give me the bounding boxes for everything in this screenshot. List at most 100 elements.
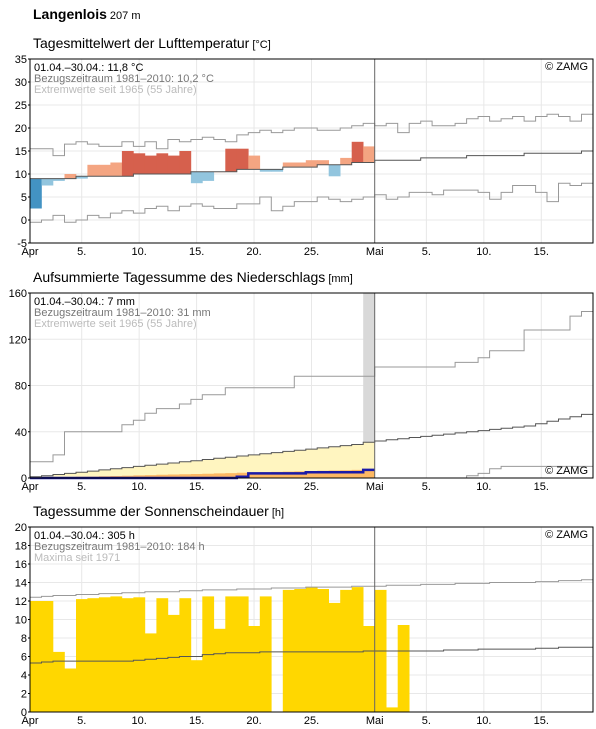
sunshine-bar bbox=[294, 589, 307, 712]
x-day-label: 15. bbox=[189, 246, 204, 258]
x-day-label: 20. bbox=[246, 715, 261, 727]
sunshine-bar bbox=[317, 589, 329, 712]
y-tick-label: 6 bbox=[21, 652, 27, 664]
normal-line bbox=[30, 646, 593, 664]
y-tick-label: 0 bbox=[21, 707, 27, 719]
sunshine-bar bbox=[351, 587, 364, 712]
temperature-bar bbox=[236, 148, 249, 170]
copyright: © ZAMG bbox=[545, 529, 588, 541]
temperature-bar bbox=[98, 164, 111, 177]
max-extreme-line bbox=[30, 579, 593, 598]
sunshine-panel-title: Tagessumme der Sonnenscheindauer [h] bbox=[33, 503, 284, 519]
x-day-label: 15. bbox=[534, 715, 549, 727]
temperature-bar bbox=[41, 178, 54, 186]
y-tick-label: 10 bbox=[15, 169, 27, 181]
x-day-label: 10. bbox=[476, 715, 491, 727]
sunshine-bar bbox=[397, 625, 410, 712]
x-day-label: 25. bbox=[304, 246, 319, 258]
temperature-bar bbox=[340, 157, 352, 165]
current-day-bar bbox=[363, 293, 375, 478]
temperature-bar bbox=[64, 174, 77, 179]
sunshine-bar bbox=[144, 633, 157, 712]
temperature-bar bbox=[282, 162, 295, 168]
temperature-bar bbox=[144, 155, 157, 174]
y-tick-label: 160 bbox=[9, 288, 27, 300]
info-text: 01.04.–30.04.: 7 mm bbox=[34, 296, 135, 308]
sunshine-bar bbox=[121, 598, 134, 712]
y-tick-label: 35 bbox=[15, 54, 27, 66]
x-day-label: 15. bbox=[534, 481, 549, 493]
sunshine-bar bbox=[190, 660, 203, 712]
sunshine-bar bbox=[248, 626, 261, 712]
sunshine-bar bbox=[179, 598, 192, 712]
y-tick-label: 4 bbox=[21, 670, 27, 682]
x-day-label: 10. bbox=[132, 246, 147, 258]
x-month-label: Apr bbox=[21, 246, 38, 258]
x-day-label: 15. bbox=[534, 246, 549, 258]
y-tick-label: 10 bbox=[15, 615, 27, 627]
y-tick-label: 25 bbox=[15, 100, 27, 112]
sunshine-bar bbox=[156, 598, 169, 712]
x-month-label: Mai bbox=[366, 481, 384, 493]
temperature-bar bbox=[87, 164, 100, 177]
sunshine-unit: [h] bbox=[271, 507, 285, 519]
max-extreme-line bbox=[30, 311, 593, 463]
copyright: © ZAMG bbox=[545, 61, 588, 73]
x-day-label: 5. bbox=[77, 481, 86, 493]
x-day-label: 5. bbox=[422, 481, 431, 493]
temperature-bar bbox=[271, 169, 284, 172]
info-text: 01.04.–30.04.: 11,8 °C bbox=[34, 62, 143, 74]
station-elevation: 207 m bbox=[109, 10, 141, 22]
precipitation-panel-title: Aufsummierte Tagessumme des Niederschlag… bbox=[33, 269, 353, 285]
temperature-panel-title: Tagesmittelwert der Lufttemperatur [°C] bbox=[33, 35, 271, 51]
y-tick-label: 12 bbox=[15, 596, 27, 608]
info-text: 01.04.–30.04.: 305 h bbox=[34, 530, 135, 542]
x-day-label: 5. bbox=[77, 246, 86, 258]
y-tick-label: 30 bbox=[15, 77, 27, 89]
sunshine-bar bbox=[225, 596, 238, 712]
sunshine-bar bbox=[386, 707, 398, 712]
info-text: Extremwerte seit 1965 (55 Jahre) bbox=[34, 318, 197, 330]
y-tick-label: -5 bbox=[17, 238, 27, 250]
y-tick-label: 5 bbox=[21, 192, 27, 204]
panel-2: 0 2 4 6 8 10 12 14 16 18 20 Apr Mai 5. 10. 15. 20. 25. 5. 1… bbox=[15, 522, 594, 727]
sunshine-bar bbox=[110, 596, 123, 712]
normal-line bbox=[30, 150, 593, 180]
temperature-bar bbox=[121, 151, 134, 177]
sunshine-bar bbox=[87, 598, 100, 712]
temperature-bar bbox=[179, 151, 192, 174]
y-tick-label: 15 bbox=[15, 146, 27, 158]
y-tick-label: 2 bbox=[21, 689, 27, 701]
y-tick-label: 20 bbox=[15, 522, 27, 534]
y-tick-label: 0 bbox=[21, 215, 27, 227]
temperature-title: Tagesmittelwert der Lufttemperatur bbox=[33, 35, 250, 51]
sunshine-bar bbox=[30, 601, 42, 712]
temperature-unit: [°C] bbox=[252, 39, 271, 51]
sunshine-bar bbox=[64, 668, 77, 712]
y-tick-label: 40 bbox=[15, 427, 27, 439]
sunshine-bar bbox=[282, 589, 295, 712]
temperature-bar bbox=[53, 178, 65, 181]
x-day-label: 5. bbox=[422, 246, 431, 258]
sunshine-bar bbox=[41, 601, 54, 712]
info-text: Bezugszeitraum 1981–2010: 31 mm bbox=[34, 307, 211, 319]
temperature-bar bbox=[317, 160, 329, 165]
x-day-label: 5. bbox=[77, 715, 86, 727]
max-extreme-line bbox=[30, 113, 593, 157]
copyright: © ZAMG bbox=[545, 465, 588, 477]
sunshine-bar bbox=[259, 596, 272, 712]
sunshine-bar bbox=[213, 628, 226, 713]
sunshine-bar bbox=[363, 626, 375, 712]
y-tick-label: 16 bbox=[15, 559, 27, 571]
panel-0: -5 0 5 10 15 20 25 30 35 Apr Mai 5. 10. 15. 20. 25. 5. 10… bbox=[15, 54, 594, 258]
x-day-label: 20. bbox=[246, 246, 261, 258]
y-tick-label: 20 bbox=[15, 123, 27, 135]
x-day-label: 20. bbox=[246, 481, 261, 493]
temperature-bar bbox=[305, 160, 318, 168]
x-day-label: 15. bbox=[189, 481, 204, 493]
temperature-bar bbox=[248, 155, 261, 170]
min-extreme-line bbox=[30, 182, 593, 223]
y-tick-label: 0 bbox=[21, 473, 27, 485]
temperature-bar bbox=[110, 162, 123, 177]
normal-line bbox=[30, 413, 593, 478]
